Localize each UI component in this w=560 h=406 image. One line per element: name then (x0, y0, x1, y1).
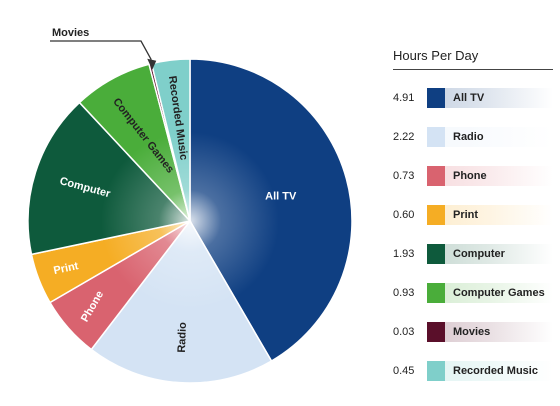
callout-arrow (147, 58, 157, 70)
legend-label: Computer (445, 243, 553, 264)
legend-value: 2.22 (393, 130, 415, 143)
legend-swatch (427, 126, 445, 147)
legend-swatch (427, 282, 445, 303)
callout-line (50, 40, 152, 61)
legend: Hours Per Day 4.91 All TV 2.22 Radio 0.73 Pho… (393, 48, 553, 390)
legend-item-all-tv: 4.91 All TV (393, 78, 553, 117)
legend-swatch (427, 243, 445, 264)
slice-label-radio: Radio (176, 322, 189, 353)
movies-callout: Movies (50, 27, 157, 70)
legend-swatch (427, 165, 445, 186)
legend-swatch (427, 321, 445, 342)
legend-item-movies: 0.03 Movies (393, 312, 553, 351)
slice-label-print: Print (53, 260, 80, 277)
legend-label: Print (445, 204, 553, 225)
legend-value: 1.93 (393, 247, 415, 260)
callout-label: Movies (52, 27, 89, 39)
legend-value: 0.73 (393, 169, 415, 182)
legend-value: 0.93 (393, 286, 415, 299)
pie-highlight (100, 131, 280, 311)
legend-label: Recorded Music (445, 360, 553, 381)
slice-label-all-tv: All TV (265, 190, 297, 202)
legend-item-recorded-music: 0.45 Recorded Music (393, 351, 553, 390)
legend-value: 0.45 (393, 364, 415, 377)
legend-value: 4.91 (393, 91, 415, 104)
legend-item-print: 0.60 Print (393, 195, 553, 234)
legend-item-radio: 2.22 Radio (393, 117, 553, 156)
legend-item-phone: 0.73 Phone (393, 156, 553, 195)
legend-label: Radio (445, 126, 553, 147)
legend-value: 0.60 (393, 208, 415, 221)
legend-value: 0.03 (393, 325, 415, 338)
legend-item-computer: 1.93 Computer (393, 234, 553, 273)
legend-rows: 4.91 All TV 2.22 Radio 0.73 Phone 0.60 Print 1.9… (393, 78, 553, 390)
legend-label: Computer Games (445, 282, 553, 303)
legend-label: Phone (445, 165, 553, 186)
legend-title: Hours Per Day (393, 48, 553, 70)
legend-label: Movies (445, 321, 553, 342)
legend-swatch (427, 360, 445, 381)
legend-label: All TV (445, 87, 553, 108)
legend-swatch (427, 87, 445, 108)
legend-item-computer-games: 0.93 Computer Games (393, 273, 553, 312)
legend-swatch (427, 204, 445, 225)
